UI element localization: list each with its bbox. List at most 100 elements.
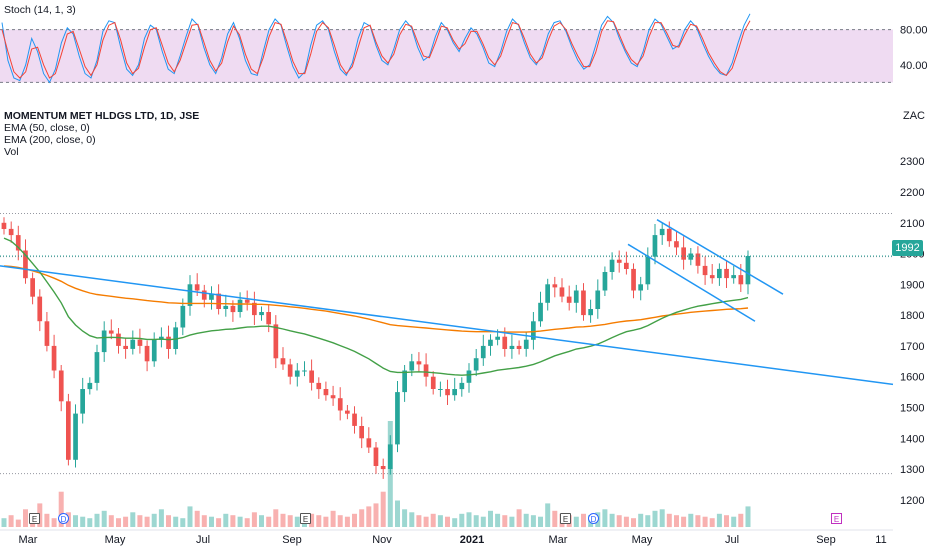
volume-bar bbox=[581, 513, 586, 528]
main-legend[interactable]: MOMENTUM MET HLDGS LTD, 1D, JSE EMA (50,… bbox=[4, 110, 199, 158]
earnings-marker[interactable]: E bbox=[560, 513, 571, 524]
trendline-channel-lower bbox=[627, 243, 756, 322]
candle-body bbox=[187, 284, 193, 306]
candle-body bbox=[387, 444, 393, 469]
candle-body bbox=[509, 345, 515, 349]
volume-bar bbox=[602, 509, 608, 527]
candle-body bbox=[345, 410, 350, 414]
volume-bar bbox=[366, 506, 372, 527]
volume-bar bbox=[237, 516, 243, 527]
volume-bar bbox=[1, 518, 7, 527]
candle-body bbox=[581, 290, 586, 316]
candle-body bbox=[280, 358, 286, 365]
x-tick-label: Nov bbox=[372, 534, 392, 546]
volume-bar bbox=[538, 516, 543, 527]
earnings-marker[interactable]: E bbox=[29, 513, 40, 524]
x-tick-label: May bbox=[105, 534, 126, 546]
ema50-line bbox=[3, 237, 749, 376]
candle-body bbox=[23, 250, 28, 279]
x-tick-label: Mar bbox=[19, 534, 38, 546]
price-tick-label: 2100 bbox=[900, 218, 924, 230]
volume-bar bbox=[573, 516, 579, 527]
volume-bar bbox=[495, 513, 501, 528]
volume-bar bbox=[609, 513, 615, 528]
volume-bar bbox=[702, 516, 708, 527]
candle-body bbox=[616, 259, 622, 263]
candle-body bbox=[159, 336, 164, 340]
volume-bar bbox=[173, 516, 179, 527]
stoch-d-line bbox=[1, 20, 751, 79]
candle-body bbox=[144, 345, 150, 362]
candle-body bbox=[645, 256, 651, 285]
price-tick-label: 1700 bbox=[900, 341, 924, 353]
volume-bar bbox=[509, 516, 515, 527]
candle-body bbox=[688, 253, 694, 260]
upcoming-earnings-marker[interactable]: E bbox=[831, 513, 842, 524]
current-price-badge: 1992 bbox=[892, 240, 923, 256]
candle-body bbox=[602, 272, 608, 291]
volume-bar bbox=[166, 515, 171, 527]
candle-body bbox=[244, 299, 250, 303]
candle-body bbox=[51, 345, 57, 371]
candle-body bbox=[37, 296, 43, 322]
candle-body bbox=[495, 336, 500, 340]
candle-body bbox=[681, 247, 686, 260]
x-tick-label: Sep bbox=[282, 534, 302, 546]
dividend-marker[interactable]: D bbox=[58, 513, 69, 524]
earnings-marker[interactable]: E bbox=[300, 513, 311, 524]
price-tick-label: 1800 bbox=[900, 310, 924, 322]
volume-bar bbox=[473, 515, 479, 527]
volume-bar bbox=[101, 510, 107, 527]
candle-body bbox=[1, 222, 7, 229]
candle-body bbox=[15, 235, 21, 251]
trendline-long-term bbox=[0, 265, 894, 386]
candle-body bbox=[173, 327, 178, 349]
volume-bar bbox=[724, 515, 729, 527]
volume-bar bbox=[631, 518, 636, 527]
volume-bar bbox=[395, 500, 400, 527]
price-tick-label: 1300 bbox=[900, 464, 924, 476]
x-tick-label: Jul bbox=[196, 534, 210, 546]
candle-body bbox=[531, 321, 536, 340]
candle-body bbox=[201, 290, 207, 300]
candle-body bbox=[166, 336, 171, 349]
candle-body bbox=[702, 265, 708, 276]
candle-body bbox=[230, 305, 236, 313]
price-tick-label: 2300 bbox=[900, 156, 924, 168]
stoch-k-line bbox=[1, 13, 751, 84]
candle-body bbox=[180, 305, 186, 328]
volume-bar bbox=[430, 513, 436, 528]
volume-bar bbox=[738, 513, 744, 528]
candle-body bbox=[323, 389, 329, 396]
candle-body bbox=[516, 345, 522, 349]
candle-body bbox=[638, 284, 643, 291]
candle-body bbox=[223, 305, 229, 309]
volume-bar bbox=[416, 515, 422, 527]
dividend-marker[interactable]: D bbox=[588, 513, 599, 524]
price-tick-label: 1900 bbox=[900, 279, 924, 291]
candle-body bbox=[595, 290, 601, 309]
stoch-legend[interactable]: Stoch (14, 1, 3) bbox=[4, 4, 76, 16]
volume-bar bbox=[488, 510, 493, 527]
candle-body bbox=[8, 228, 14, 236]
candle-body bbox=[44, 321, 50, 346]
candle-body bbox=[252, 302, 257, 316]
volume-bar bbox=[73, 515, 78, 527]
volume-bar bbox=[51, 518, 57, 527]
volume-bar bbox=[688, 513, 694, 528]
volume-bar bbox=[137, 515, 143, 527]
x-tick-label: Sep bbox=[816, 534, 836, 546]
volume-bar bbox=[731, 516, 737, 527]
candle-body bbox=[452, 389, 457, 396]
candle-body bbox=[445, 389, 450, 396]
candle-body bbox=[287, 364, 293, 377]
candle-body bbox=[359, 426, 364, 439]
volume-bar bbox=[716, 513, 722, 528]
volume-bar bbox=[652, 510, 658, 527]
candle-body bbox=[309, 370, 314, 383]
volume-bar bbox=[244, 518, 250, 527]
price-tick-label: 1200 bbox=[900, 495, 924, 507]
volume-bar bbox=[209, 516, 214, 527]
candle-body bbox=[466, 370, 472, 383]
